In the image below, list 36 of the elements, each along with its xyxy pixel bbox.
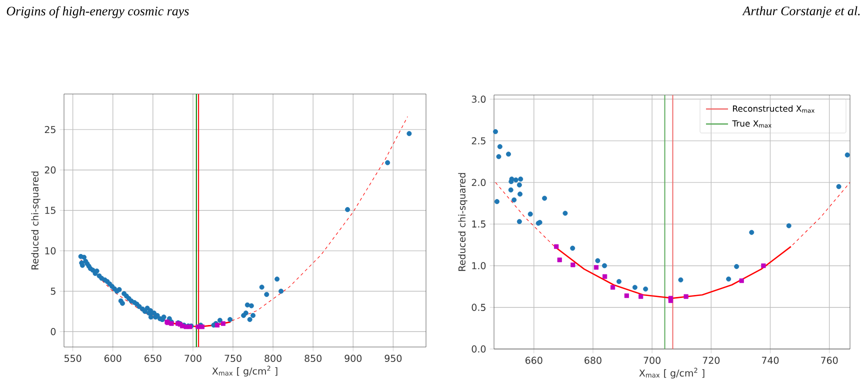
x-tick-label: 900 xyxy=(344,354,362,362)
x-tick-label: 650 xyxy=(144,354,162,362)
y-tick-label: 0.5 xyxy=(472,304,486,311)
text: Origins of high-energy cosmic rays xyxy=(6,6,189,18)
legend-label: True X$_{max}$ xyxy=(732,120,772,128)
text: Arthur Corstanje et al. xyxy=(742,6,860,18)
y-tick-label: 20 xyxy=(44,166,56,174)
x-tick-label: 850 xyxy=(304,354,322,362)
x-tick-label: 720 xyxy=(702,356,720,364)
x-axis-title: X$_{max}$ [ g/cm$^{2}$ ] xyxy=(212,366,278,376)
y-tick-label: 25 xyxy=(44,126,56,134)
x-tick-label: 800 xyxy=(264,354,282,362)
y-axis-title: Reduced chi-squared xyxy=(31,172,40,270)
x-tick-label: 660 xyxy=(526,356,542,364)
y-axis-title: Reduced chi-squared xyxy=(458,173,468,271)
x-tick-label: 600 xyxy=(104,354,122,362)
x-tick-label: 700 xyxy=(644,356,660,364)
y-tick-label: 1.5 xyxy=(472,220,486,228)
y-tick-label: 0 xyxy=(50,328,56,336)
x-tick-label: 550 xyxy=(64,354,82,362)
x-tick-label: 950 xyxy=(384,354,402,362)
legend-label: Reconstructed X$_{max}$ xyxy=(733,105,814,113)
y-tick-label: 2.5 xyxy=(472,137,486,144)
y-tick-label: 2.0 xyxy=(472,178,486,186)
y-tick-label: 1.0 xyxy=(472,262,486,270)
x-axis-title: X$_{max}$ [ g/cm$^{2}$ ] xyxy=(639,368,704,378)
x-tick-label: 750 xyxy=(224,354,242,362)
x-tick-label: 700 xyxy=(184,354,202,362)
y-tick-label: 10 xyxy=(45,247,56,254)
y-tick-label: 15 xyxy=(45,206,56,214)
y-tick-label: 5 xyxy=(50,288,56,295)
x-tick-label: 680 xyxy=(584,356,602,364)
y-tick-label: 0.0 xyxy=(472,345,486,353)
x-tick-label: 760 xyxy=(821,356,838,364)
x-tick-label: 740 xyxy=(762,356,779,364)
y-tick-label: 3.0 xyxy=(472,96,486,103)
